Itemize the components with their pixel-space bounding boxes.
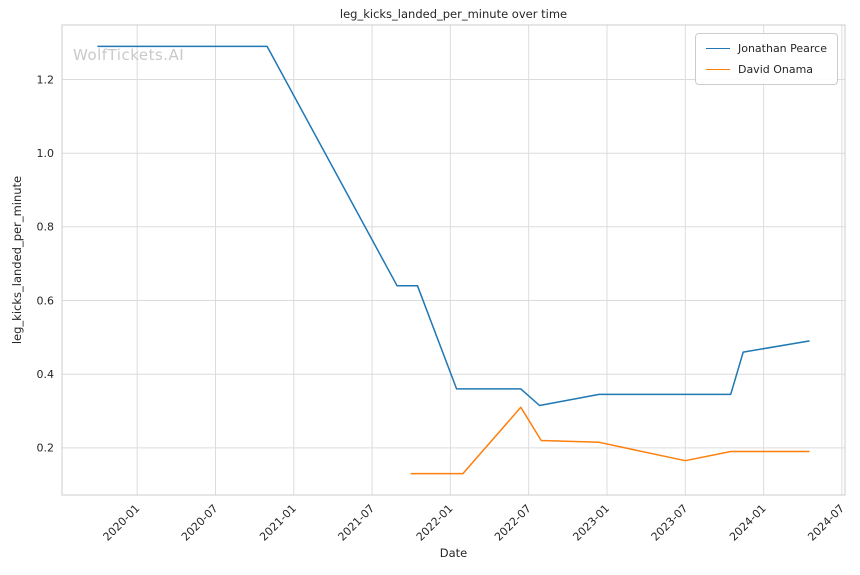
- x-tick-label: 2024-01: [727, 502, 769, 544]
- y-tick-label: 0.6: [37, 294, 55, 307]
- x-tick-label: 2020-01: [101, 502, 143, 544]
- y-tick-label: 0.2: [37, 442, 55, 455]
- x-tick-label: 2022-07: [492, 502, 534, 544]
- watermark: WolfTickets.AI: [73, 46, 185, 64]
- series-line-david-onama: [410, 406, 810, 475]
- x-tick-label: 2024-07: [805, 502, 847, 544]
- x-tick-label: 2023-07: [649, 502, 691, 544]
- legend-line-sample: [705, 48, 730, 49]
- x-tick-label: 2021-07: [336, 502, 378, 544]
- y-tick-label: 0.4: [37, 368, 55, 381]
- y-tick-label: 0.8: [37, 221, 55, 234]
- legend-item: Jonathan Pearce: [705, 42, 827, 55]
- plot-border: [61, 24, 846, 496]
- x-axis-label: Date: [439, 546, 468, 560]
- y-tick-label: 1.2: [37, 73, 55, 86]
- x-tick-label: 2022-01: [414, 502, 456, 544]
- x-tick-label: 2021-01: [257, 502, 299, 544]
- y-axis-label: leg_kicks_landed_per_minute: [10, 175, 24, 345]
- legend: Jonathan Pearce David Onama: [694, 33, 838, 85]
- series-line-jonathan-pearce: [97, 45, 810, 407]
- x-tick-label: 2020-07: [179, 502, 221, 544]
- y-tick-label: 1.0: [37, 147, 55, 160]
- y-axis-label-container: leg_kicks_landed_per_minute: [0, 25, 34, 495]
- legend-item: David Onama: [705, 63, 827, 76]
- x-tick-label: 2023-01: [570, 502, 612, 544]
- chart-title: leg_kicks_landed_per_minute over time: [339, 7, 568, 21]
- legend-line-sample: [705, 69, 730, 70]
- legend-label: David Onama: [737, 63, 814, 76]
- legend-label: Jonathan Pearce: [737, 42, 827, 55]
